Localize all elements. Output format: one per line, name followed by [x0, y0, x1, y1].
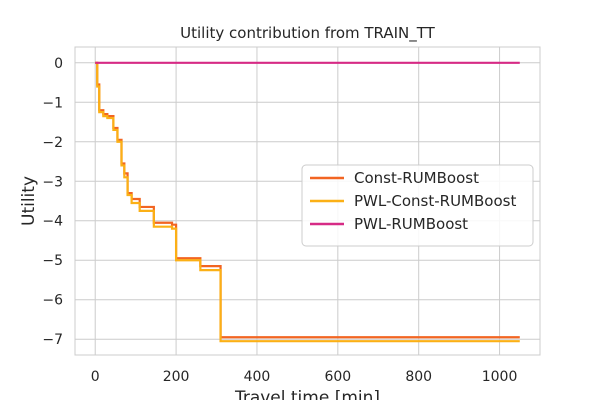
legend: Const-RUMBoost PWL-Const-RUMBoost PWL-RUMB… [301, 164, 534, 247]
legend-box [301, 164, 534, 247]
x-tick-label: 0 [91, 369, 100, 385]
x-tick-label: 400 [244, 369, 271, 385]
y-tick-label: −5 [42, 253, 63, 269]
y-tick-label: −3 [42, 174, 63, 190]
x-axis-ticks: 0 200 400 600 800 1000 [91, 369, 518, 385]
y-axis-ticks: 0 −1 −2 −3 −4 −5 −6 −7 [42, 56, 63, 348]
legend-label: PWL-Const-RUMBoost [354, 192, 516, 210]
x-tick-label: 200 [163, 369, 190, 385]
series-line-pwl-const-rumboost [95, 61, 520, 343]
plot-frame [74, 46, 541, 356]
plot-lines [95, 61, 520, 343]
y-tick-label: −1 [42, 95, 63, 111]
y-axis-label: Utility [19, 176, 39, 226]
y-tick-label: −2 [42, 135, 63, 151]
x-tick-label: 1000 [482, 369, 518, 385]
x-tick-label: 800 [405, 369, 432, 385]
x-tick-label: 600 [324, 369, 351, 385]
y-tick-label: −7 [42, 332, 63, 348]
legend-label: PWL-RUMBoost [354, 215, 468, 233]
y-tick-label: −6 [42, 293, 63, 309]
legend-label: Const-RUMBoost [354, 169, 479, 187]
x-axis-label: Travel time [min] [234, 388, 380, 400]
y-tick-label: 0 [54, 56, 63, 72]
chart-title: Utility contribution from TRAIN_TT [180, 24, 436, 43]
y-tick-label: −4 [42, 214, 63, 230]
